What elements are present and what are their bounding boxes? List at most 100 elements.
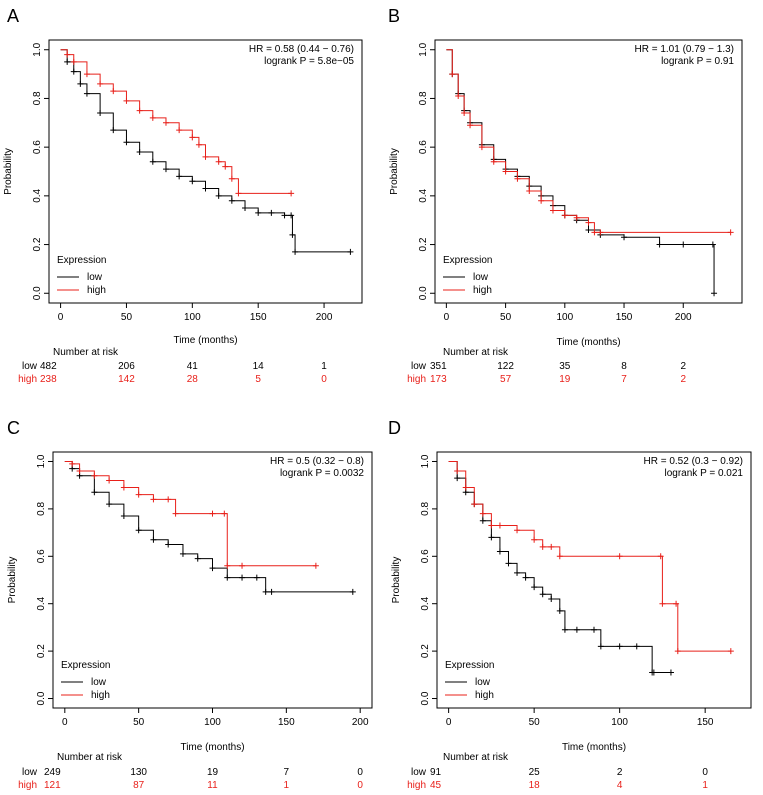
hazard-ratio-text: HR = 0.52 (0.3 − 0.92) [643,456,743,467]
y-tick-label: 0.4 [420,596,431,610]
risk-count-high: 2 [680,374,686,385]
censor-mark-high [556,553,563,560]
y-axis-label: Probability [391,557,402,604]
censor-mark-high [76,467,83,474]
x-axis-label: Time (months) [180,742,244,753]
censor-mark-low [667,669,674,676]
y-axis-label: Probability [3,148,14,195]
censor-mark-high [455,93,462,100]
censor-mark-high [496,522,503,529]
censor-mark-low [194,555,201,562]
censor-mark-low [650,669,657,676]
censor-mark-high [288,190,295,197]
censor-mark-low [292,248,299,255]
censor-mark-high [561,212,568,219]
censor-mark-low [91,489,98,496]
y-tick-label: 0.2 [420,644,431,658]
censor-mark-low [83,90,90,97]
censor-mark-high [172,510,179,517]
risk-count-high: 5 [255,374,261,385]
risk-count-high: 87 [133,780,145,791]
risk-count-high: 18 [529,780,541,791]
y-tick-label: 0.4 [36,596,47,610]
x-axis-label: Time (months) [556,337,620,348]
censor-mark-high [162,119,169,126]
legend-label-high: high [87,285,106,296]
x-tick-label: 150 [697,717,714,728]
logrank-text: logrank P = 0.021 [665,468,744,479]
plot-frame [48,39,363,304]
censor-mark-high [123,97,130,104]
censor-mark-low [253,574,260,581]
censor-mark-high [479,510,486,517]
risk-count-low: 130 [130,767,147,778]
survival-curve-low [60,49,351,253]
censor-mark-low [656,241,663,248]
y-tick-label: 0.6 [36,549,47,563]
censor-mark-high [209,510,216,517]
censor-mark-low [616,643,623,650]
censor-mark-high [176,127,183,134]
y-tick-label: 0.0 [32,286,43,300]
y-tick-label: 0.8 [36,502,47,516]
censor-mark-low [505,560,512,567]
survival-curve-high [448,460,731,652]
censor-mark-high [490,158,497,165]
risk-count-low: 351 [430,361,447,372]
censor-mark-high [478,144,485,151]
risk-row-label-low: low [22,767,38,778]
y-tick-label: 0.0 [418,286,429,300]
censor-mark-high [312,562,319,569]
censor-mark-high [239,562,246,569]
x-tick-label: 0 [444,312,450,323]
risk-count-high: 142 [118,374,135,385]
censor-mark-low [347,248,354,255]
y-tick-label: 0.6 [32,140,43,154]
x-tick-label: 0 [58,312,64,323]
risk-count-high: 173 [430,374,447,385]
censor-mark-low [162,166,169,173]
censor-mark-high [195,141,202,148]
x-tick-label: 0 [446,717,452,728]
legend-label-low: low [91,677,107,688]
censor-mark-low [522,574,529,581]
censor-mark-high [120,484,127,491]
censor-mark-low [97,110,104,117]
risk-count-low: 122 [497,361,514,372]
y-tick-label: 0.4 [418,188,429,202]
x-tick-label: 100 [611,717,628,728]
x-tick-label: 50 [133,717,145,728]
censor-mark-low [680,241,687,248]
y-tick-label: 0.8 [32,91,43,105]
censor-mark-low [268,588,275,595]
censor-mark-high [83,71,90,78]
risk-count-high: 57 [500,374,512,385]
legend-title: Expression [445,660,494,671]
risk-count-high: 11 [207,780,218,791]
censor-mark-high [221,510,228,517]
censor-mark-low [711,290,718,297]
x-axis-label: Time (months) [173,335,237,346]
censor-mark-low [709,241,716,248]
x-tick-label: 200 [675,312,692,323]
risk-count-low: 0 [357,767,363,778]
censor-mark-high [616,553,623,560]
censor-mark-high [538,197,545,204]
censor-mark-low [209,565,216,572]
censor-mark-high [202,153,209,160]
x-tick-label: 150 [616,312,633,323]
censor-mark-high [64,51,71,58]
panel-letter: D [388,418,401,438]
censor-mark-low [573,626,580,633]
risk-count-high: 0 [357,780,363,791]
y-tick-label: 0.0 [36,691,47,705]
censor-mark-low [123,139,130,146]
x-tick-label: 0 [62,717,68,728]
risk-count-low: 14 [253,361,265,372]
censor-mark-high [471,501,478,508]
risk-row-label-high: high [18,780,37,791]
x-tick-label: 150 [250,312,267,323]
censor-mark-low [202,185,209,192]
censor-mark-low [150,536,157,543]
x-tick-label: 50 [500,312,512,323]
